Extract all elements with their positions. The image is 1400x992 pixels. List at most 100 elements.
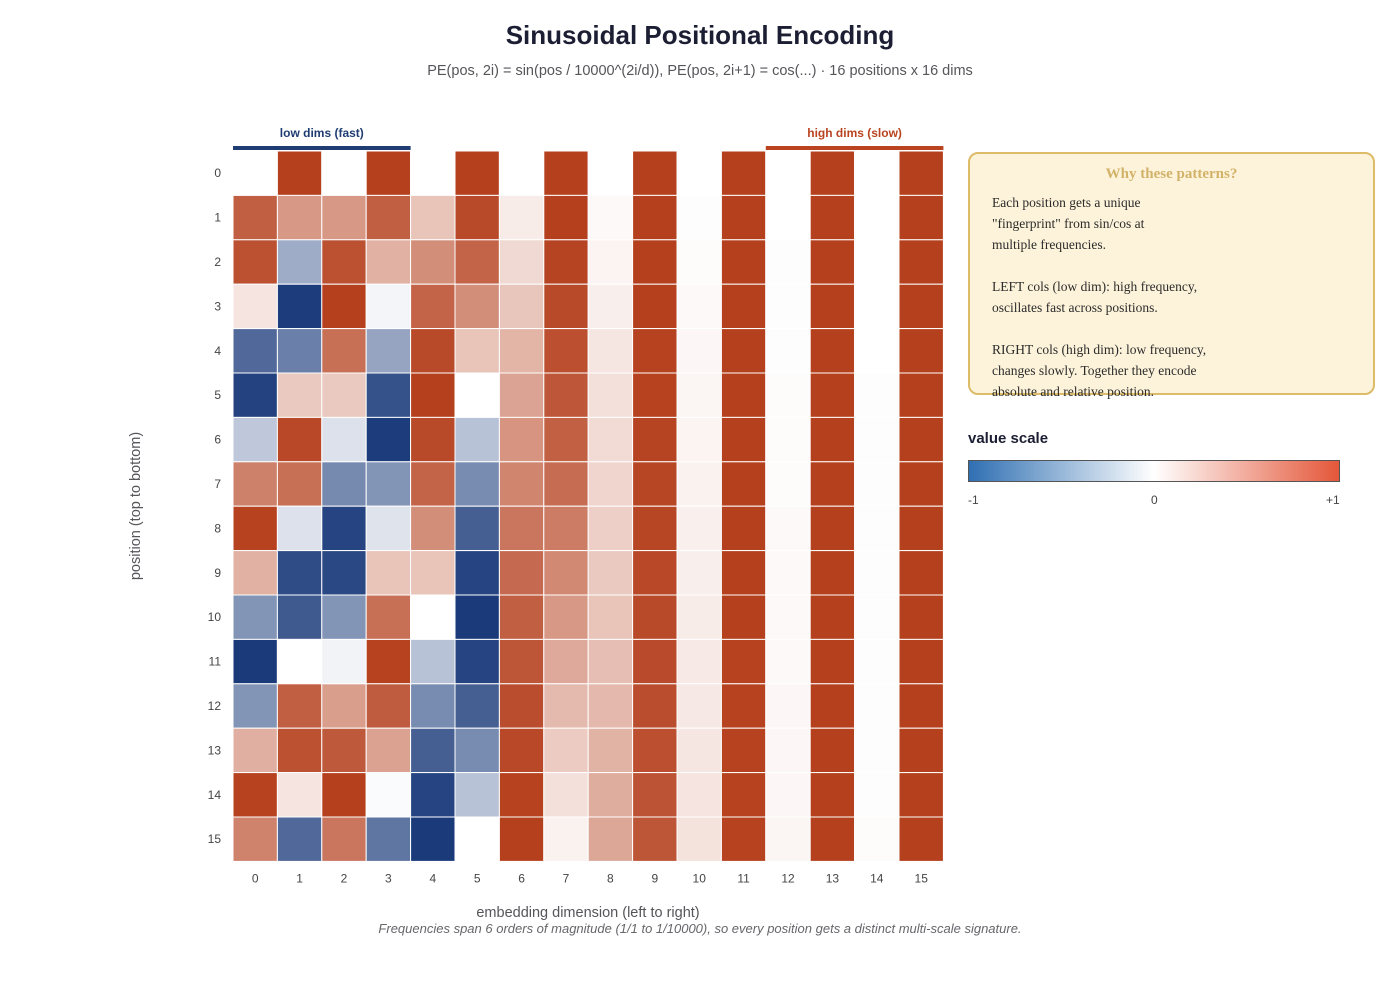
- y-tick-label: 9: [214, 566, 221, 580]
- y-tick-label: 7: [214, 477, 221, 491]
- x-tick-label: 4: [429, 871, 436, 885]
- heatmap-cell: [276, 550, 323, 596]
- heatmap-cell: [543, 772, 589, 818]
- heatmap-cell: [454, 283, 500, 330]
- heatmap-cell: [854, 150, 900, 196]
- heatmap-cell: [676, 505, 722, 552]
- heatmap-cell: [321, 550, 367, 596]
- heatmap-cell: [321, 505, 367, 552]
- heatmap-cell: [720, 283, 767, 330]
- heatmap-cell: [854, 727, 900, 774]
- heatmap-cell: [898, 550, 944, 596]
- heatmap-cell: [898, 505, 944, 552]
- heatmap-cell: [720, 727, 767, 774]
- heatmap-cell: [276, 372, 323, 418]
- heatmap-cell: [632, 150, 678, 196]
- heatmap-cell: [632, 372, 678, 418]
- info-paragraph: RIGHT cols (high dim): low frequency, ch…: [992, 342, 1207, 399]
- heatmap-cell: [632, 594, 678, 640]
- heatmap-cell: [809, 550, 856, 596]
- heatmap-cell: [365, 550, 412, 596]
- heatmap-cell: [632, 772, 678, 818]
- legend-tick-zero: 0: [1151, 493, 1158, 507]
- y-tick-label: 3: [214, 299, 221, 313]
- heatmap-cell: [632, 816, 678, 862]
- heatmap-cell: [498, 372, 545, 418]
- heatmap-cell: [898, 416, 944, 463]
- heatmap-cell: [587, 594, 634, 640]
- x-axis-label: embedding dimension (left to right): [476, 905, 700, 921]
- heatmap-cell: [898, 328, 944, 374]
- heatmap-cell: [720, 550, 767, 596]
- heatmap-cell: [854, 550, 900, 596]
- heatmap-cell: [720, 372, 767, 418]
- heatmap-cell: [765, 772, 811, 818]
- heatmap-cell: [809, 283, 856, 330]
- x-tick-label: 15: [915, 871, 929, 885]
- info-paragraph: LEFT cols (low dim): high frequency, osc…: [992, 279, 1198, 315]
- heatmap-cell: [632, 283, 678, 330]
- heatmap-cell: [365, 416, 412, 463]
- heatmap-cell: [321, 328, 367, 374]
- x-tick-label: 14: [870, 871, 884, 885]
- heatmap-cell: [365, 638, 412, 685]
- heatmap-cell: [765, 461, 811, 507]
- heatmap-cell: [410, 816, 456, 862]
- heatmap-cell: [232, 372, 278, 418]
- heatmap-cell: [809, 638, 856, 685]
- heatmap-cell: [676, 594, 722, 640]
- heatmap-cell: [321, 461, 367, 507]
- heatmap-cell: [454, 594, 500, 640]
- heatmap-cell: [765, 372, 811, 418]
- heatmap-cell: [765, 416, 811, 463]
- x-tick-label: 9: [651, 871, 658, 885]
- heatmap-cell: [232, 594, 278, 640]
- heatmap-cell: [232, 283, 278, 330]
- heatmap-cell: [232, 461, 278, 507]
- heatmap-cell: [809, 150, 856, 196]
- y-tick-label: 8: [214, 521, 221, 535]
- heatmap-cell: [276, 505, 323, 552]
- heatmap-cell: [676, 150, 722, 196]
- heatmap-cell: [765, 505, 811, 552]
- heatmap-cell: [410, 683, 456, 729]
- heatmap-cell: [498, 727, 545, 774]
- heatmap-cell: [632, 727, 678, 774]
- heatmap-cell: [676, 416, 722, 463]
- page-subtitle: PE(pos, 2i) = sin(pos / 10000^(2i/d)), P…: [427, 63, 973, 79]
- heatmap-cell: [809, 328, 856, 374]
- heatmap-cell: [676, 461, 722, 507]
- page-title: Sinusoidal Positional Encoding: [505, 20, 895, 50]
- heatmap-cell: [321, 150, 367, 196]
- heatmap-cell: [809, 816, 856, 862]
- heatmap-cell: [720, 816, 767, 862]
- heatmap-cell: [543, 372, 589, 418]
- heatmap-cell: [276, 638, 323, 685]
- y-tick-label: 6: [214, 433, 221, 447]
- heatmap-cell: [854, 683, 900, 729]
- heatmap-cell: [676, 727, 722, 774]
- heatmap-cell: [854, 816, 900, 862]
- heatmap-cell: [587, 150, 634, 196]
- legend-title: value scale: [968, 430, 1049, 447]
- heatmap-cell: [410, 550, 456, 596]
- heatmap-cell: [321, 594, 367, 640]
- heatmap-cell: [454, 816, 500, 862]
- band-bar: [765, 146, 944, 150]
- heatmap-cell: [232, 150, 278, 196]
- heatmap-cell: [809, 194, 856, 241]
- heatmap-cell: [898, 461, 944, 507]
- heatmap-cell: [365, 683, 412, 729]
- heatmap-cell: [321, 283, 367, 330]
- x-tick-label: 6: [518, 871, 525, 885]
- band-label: low dims (fast): [280, 126, 364, 140]
- heatmap-cell: [632, 416, 678, 463]
- heatmap-cell: [321, 772, 367, 818]
- heatmap-cell: [543, 150, 589, 196]
- heatmap-cell: [232, 194, 278, 241]
- y-tick-label: 4: [214, 344, 221, 358]
- heatmap-cell: [720, 683, 767, 729]
- x-tick-label: 0: [252, 871, 259, 885]
- heatmap-cell: [854, 328, 900, 374]
- heatmap-cell: [587, 638, 634, 685]
